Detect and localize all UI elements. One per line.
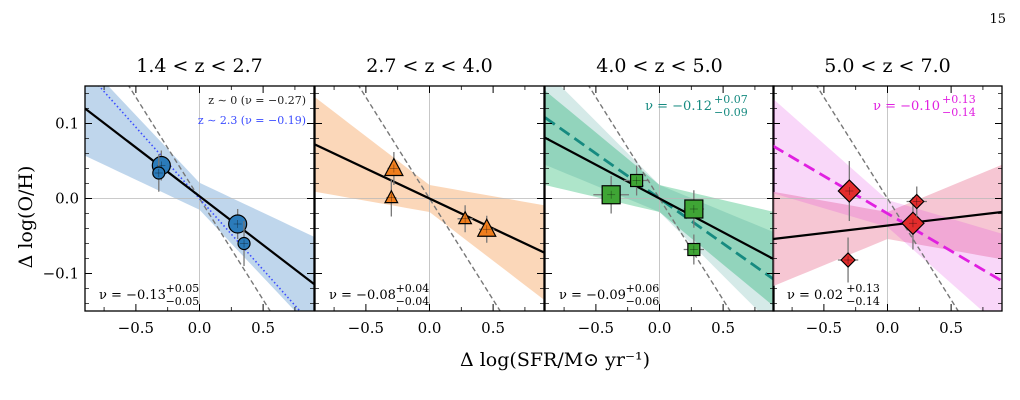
best-fit-line <box>545 136 774 261</box>
x-tick-label: 0.0 <box>876 319 900 337</box>
x-axis-label: Δ log(SFR/M⊙ yr⁻¹) <box>460 349 650 371</box>
fit-label-lower-error: −0.06 <box>626 295 660 308</box>
fit-label: ν = 0.02 <box>787 288 843 303</box>
x-tick-label: −0.5 <box>348 319 384 337</box>
x-tick-label: −0.5 <box>578 319 614 337</box>
fit-label: ν = −0.09 <box>559 288 626 303</box>
fit-label-upper-error: +0.13 <box>846 282 880 295</box>
fit-label-upper-error: +0.05 <box>166 282 200 295</box>
panel-2: −0.5 0.0 0.5 2.7 < z < 4.0 ν = −0.08 +0.04−0.… <box>314 55 545 337</box>
panel-4: −0.5 0.0 0.55.0 < z < 7.0ν = 0.02 +0.13−0.1… <box>772 55 1003 337</box>
y-tick-label: 0.0 <box>55 190 79 208</box>
panel-1: −0.5 0.0 0.5 −0.1 0.0 0.1 1.4 < z < 2.7 ν = −0.… <box>43 55 315 337</box>
comparison-fit-line <box>773 144 1002 283</box>
y-axis-label: Δ log(O/H) <box>15 166 37 269</box>
x-tick-label: 0.0 <box>648 319 672 337</box>
panel-3: −0.5 0.0 0.54.0 < z < 5.0ν = −0.09 +0.06−0.… <box>544 55 775 337</box>
y-tick-label: 0.1 <box>55 115 79 133</box>
x-tick-label: 0.5 <box>711 319 735 337</box>
fit-label: ν = −0.08 <box>329 288 396 303</box>
comparison-fit-line <box>545 116 774 281</box>
x-tick-label: 0.5 <box>481 319 505 337</box>
x-tick-label: 0.5 <box>939 319 963 337</box>
best-fit-line <box>773 210 1002 241</box>
x-tick-label: 0.0 <box>418 319 442 337</box>
fit-label-lower-error: −0.05 <box>166 295 200 308</box>
x-tick-label: 0.0 <box>188 319 212 337</box>
annotation-upper-error: +0.13 <box>942 93 976 106</box>
panel-title: 2.7 < z < 4.0 <box>366 55 492 77</box>
annotation-label: z ∼ 0 (ν = −0.27) <box>208 94 306 107</box>
fit-label-lower-error: −0.04 <box>396 295 430 308</box>
panel-title: 4.0 < z < 5.0 <box>596 55 722 77</box>
x-tick-label: −0.5 <box>118 319 154 337</box>
y-tick-label: −0.1 <box>43 265 79 283</box>
panel-title: 5.0 < z < 7.0 <box>824 55 950 77</box>
annotation-upper-error: +0.07 <box>714 93 748 106</box>
fit-label-upper-error: +0.06 <box>626 282 660 295</box>
annotation-label: z ∼ 2.3 (ν = −0.19) <box>198 114 306 127</box>
fit-label: ν = −0.13 <box>99 288 166 303</box>
panel-title: 1.4 < z < 2.7 <box>136 55 262 77</box>
page-number: 15 <box>989 12 1006 27</box>
fit-label-lower-error: −0.14 <box>846 295 880 308</box>
annotation-label: ν = −0.12 <box>645 99 712 114</box>
annotation-label: ν = −0.10 <box>873 99 940 114</box>
comparison-fit-line <box>97 86 302 311</box>
x-tick-label: −0.5 <box>806 319 842 337</box>
annotation-lower-error: −0.14 <box>942 106 976 119</box>
x-tick-label: 0.5 <box>251 319 275 337</box>
best-fit-line <box>85 107 314 285</box>
best-fit-line <box>315 143 544 254</box>
annotation-lower-error: −0.09 <box>714 106 748 119</box>
fit-label-upper-error: +0.04 <box>396 282 430 295</box>
